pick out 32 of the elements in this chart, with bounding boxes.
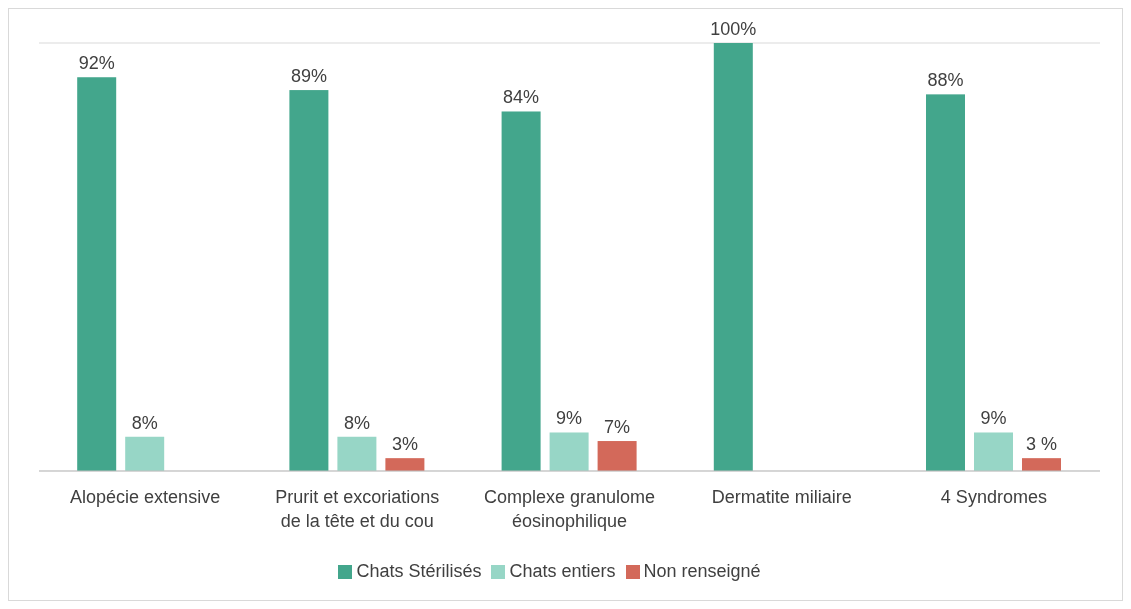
- data-label: 7%: [604, 417, 631, 438]
- bar: [1022, 458, 1061, 471]
- data-label: 8%: [343, 412, 370, 433]
- x-tick-label: 4 Syndromes: [940, 487, 1047, 507]
- data-label: 9%: [980, 408, 1007, 429]
- data-label: 92%: [78, 53, 115, 74]
- x-tick-label: Dermatite miliaire: [711, 487, 852, 507]
- data-label: 8%: [131, 412, 158, 433]
- legend-label: Chats Stérilisés: [356, 561, 482, 581]
- bar: [713, 43, 753, 471]
- data-label: 89%: [290, 66, 327, 87]
- legend-label: Chats entiers: [509, 561, 616, 581]
- x-tick-label: Complexe granulome éosinophilique: [483, 487, 656, 531]
- data-label: 9%: [556, 408, 583, 429]
- data-label: 3%: [391, 434, 418, 455]
- data-label: 100%: [710, 19, 757, 39]
- bar: [125, 436, 165, 471]
- bar: [597, 441, 637, 471]
- x-tick-label: Prurit et excoriations de la tête et du cou: [275, 487, 440, 531]
- bar: [926, 94, 965, 471]
- x-tick-label: Alopécie extensive: [70, 487, 221, 507]
- bar: [549, 432, 589, 471]
- data-label: 3 %: [1025, 434, 1058, 455]
- bar: [77, 77, 117, 471]
- data-label: 84%: [503, 87, 540, 108]
- bar: [974, 432, 1013, 471]
- legend-label: Non renseigné: [643, 561, 761, 581]
- bar: [289, 90, 329, 471]
- bar: [385, 458, 425, 471]
- data-label: 88%: [927, 70, 964, 91]
- bar: [501, 111, 541, 471]
- bar: [337, 436, 377, 471]
